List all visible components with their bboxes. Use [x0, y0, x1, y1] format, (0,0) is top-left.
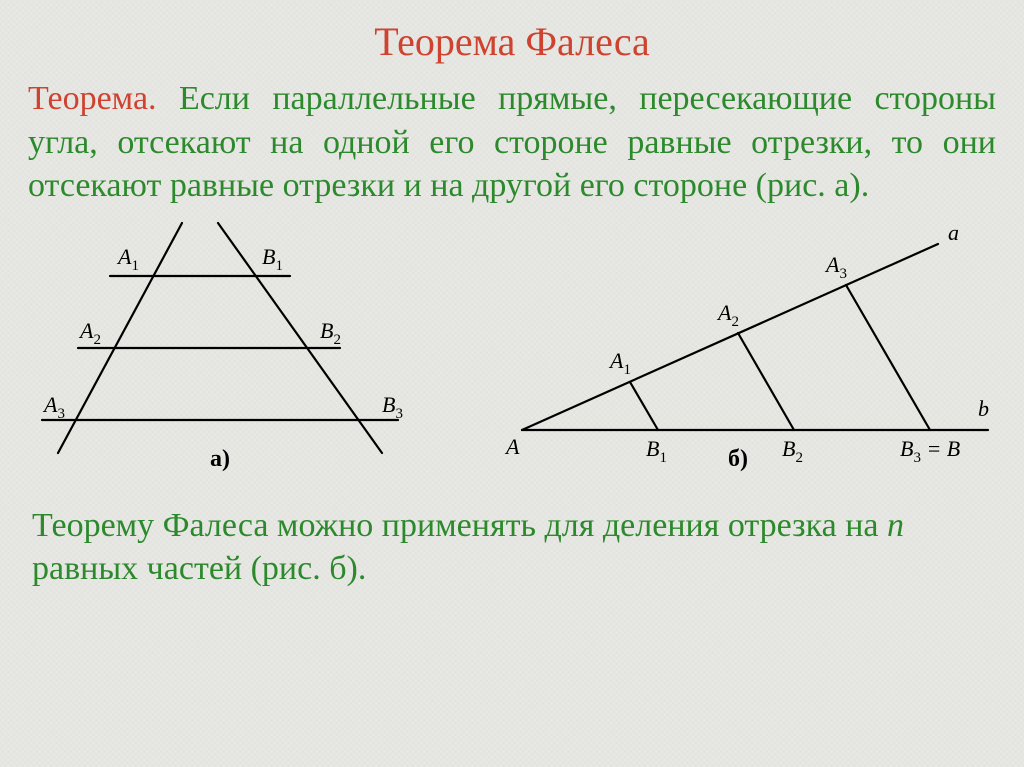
theorem-text: Теорема. Если параллельные прямые, перес… — [0, 65, 1024, 208]
theorem-body: Если параллельные прямые, пересекающие с… — [28, 80, 996, 204]
note-pre: Теорему Фалеса можно применять для делен… — [32, 507, 887, 544]
svg-text:A3: A3 — [824, 252, 847, 282]
svg-text:B1: B1 — [262, 244, 283, 274]
svg-text:A2: A2 — [716, 300, 739, 330]
svg-text:A2: A2 — [78, 318, 101, 348]
svg-text:b: b — [978, 396, 989, 421]
diagrams-container: A1 A2 A3 B1 B2 B3 а) Aa b A1 A2 A3 B1 B2 B3 = B б) — [0, 208, 1024, 498]
svg-text:B2: B2 — [320, 318, 341, 348]
note-text: Теорему Фалеса можно применять для делен… — [0, 498, 1024, 591]
svg-text:A3: A3 — [42, 392, 65, 422]
svg-text:б): б) — [728, 446, 748, 472]
note-n: n — [887, 507, 904, 544]
svg-text:A1: A1 — [608, 348, 631, 378]
svg-text:a: a — [948, 220, 959, 245]
svg-text:A1: A1 — [116, 244, 139, 274]
theorem-label: Теорема. — [28, 80, 157, 117]
svg-text:B3: B3 — [382, 392, 403, 422]
svg-text:A: A — [504, 434, 520, 459]
diagrams-svg: A1 A2 A3 B1 B2 B3 а) Aa b A1 A2 A3 B1 B2 B3 = B б) — [0, 208, 1024, 498]
page-title: Теорема Фалеса — [0, 0, 1024, 65]
svg-text:B3 = B: B3 = B — [900, 436, 960, 466]
svg-text:B2: B2 — [782, 436, 803, 466]
svg-text:B1: B1 — [646, 436, 667, 466]
note-post: равных частей (рис. б). — [32, 550, 366, 587]
svg-text:а): а) — [210, 446, 230, 472]
